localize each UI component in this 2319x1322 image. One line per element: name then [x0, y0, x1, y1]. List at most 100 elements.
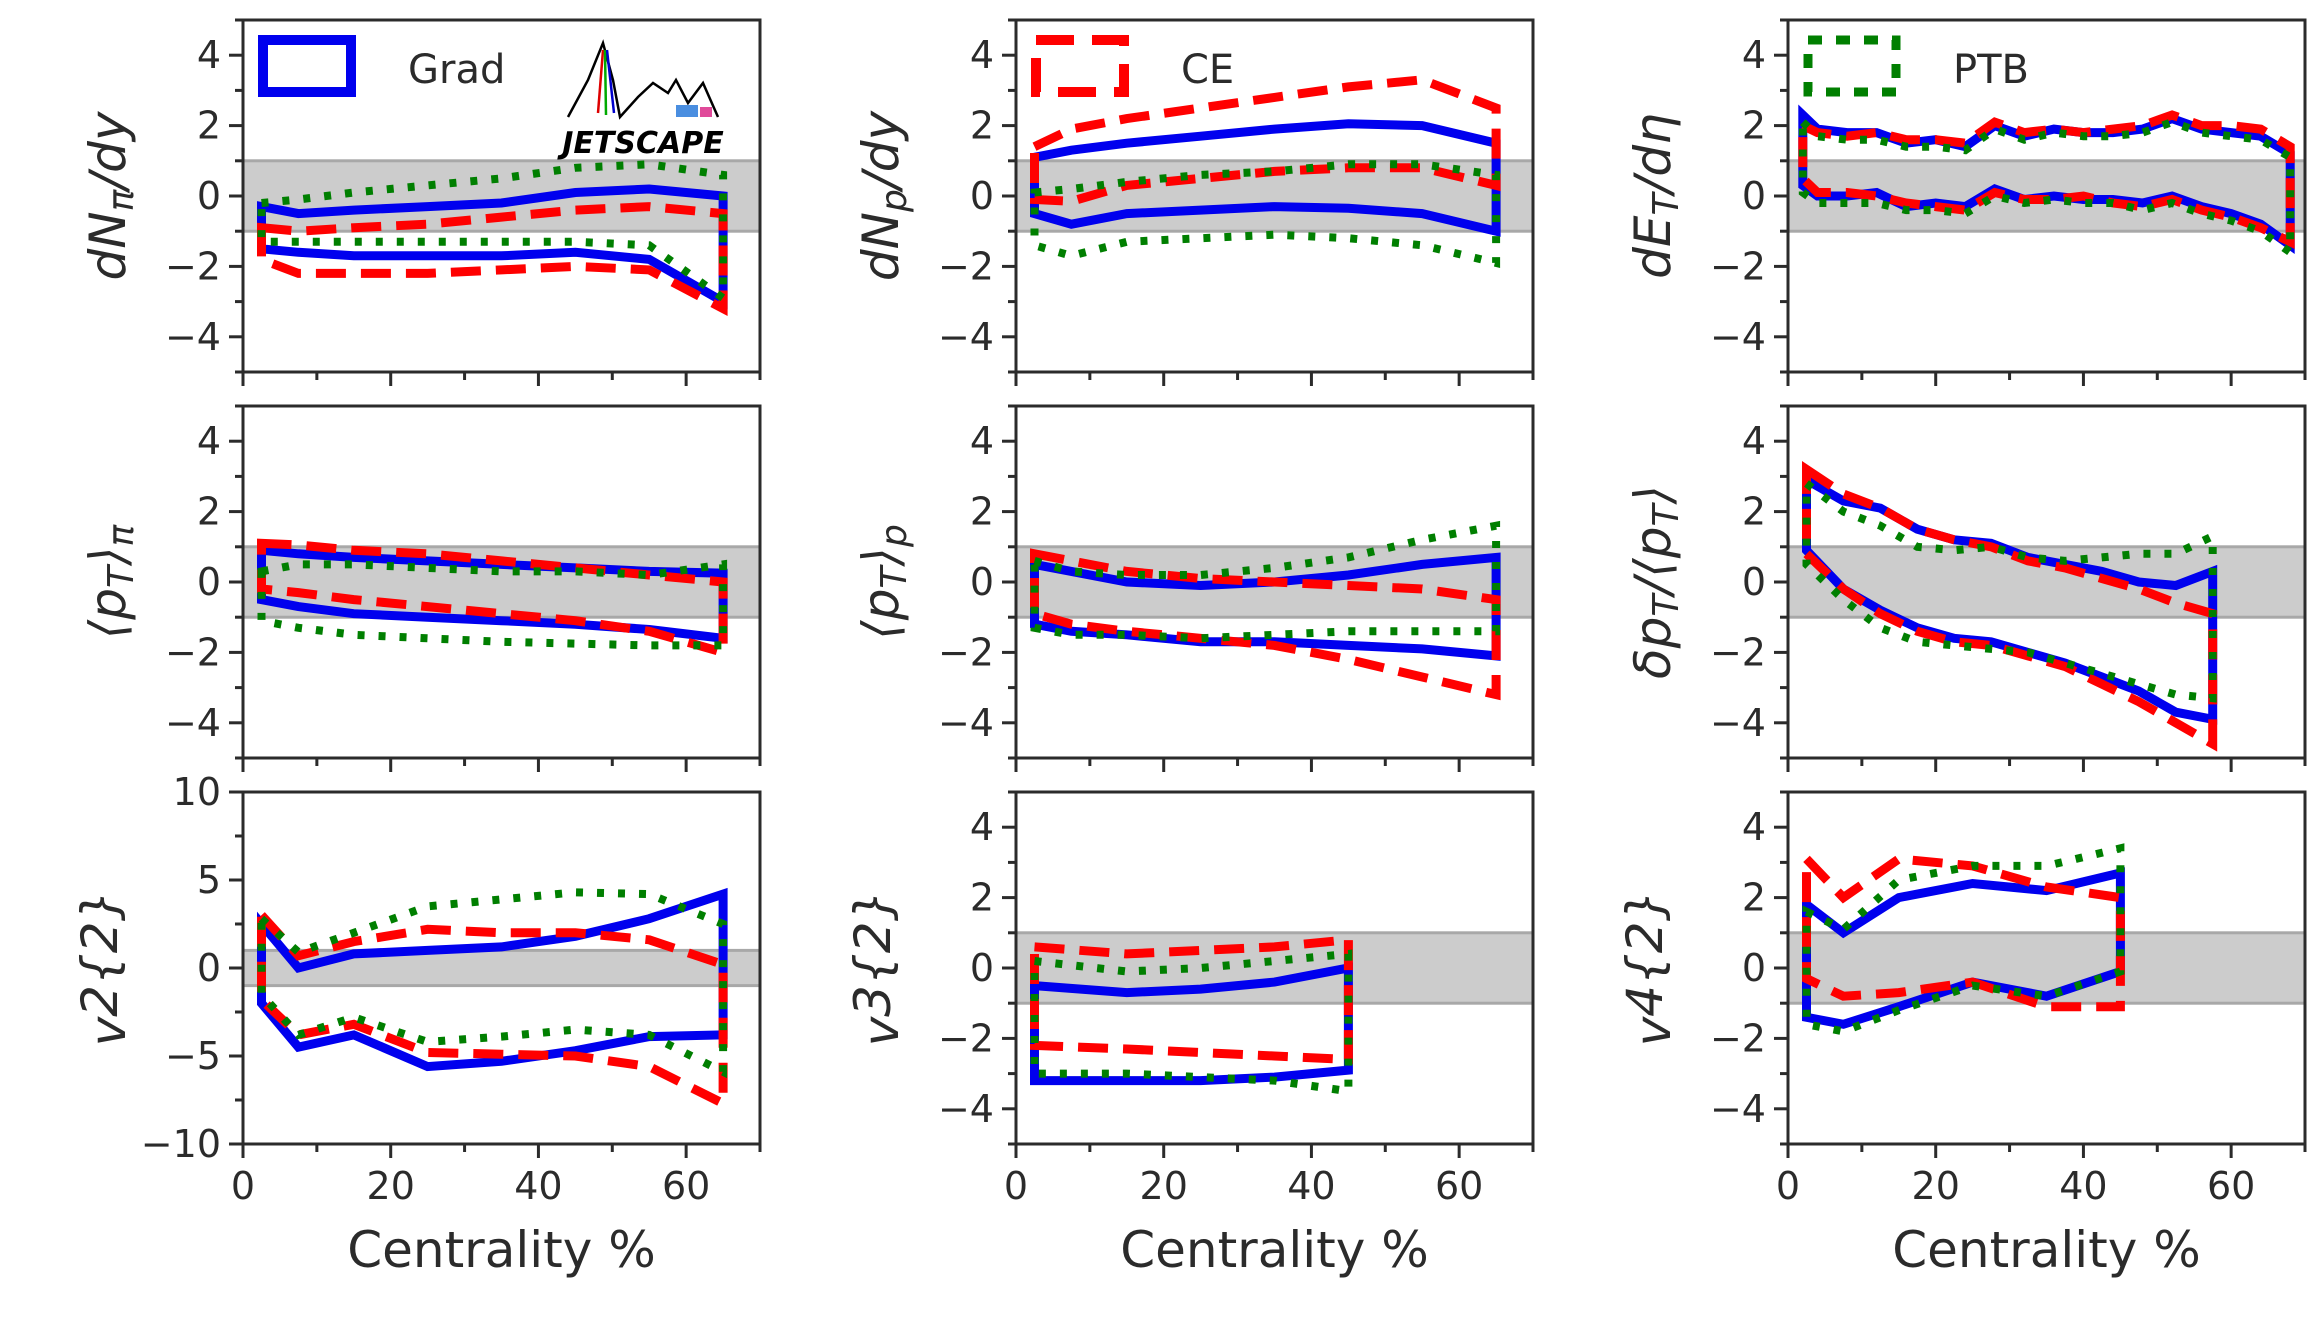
- y-tick-label: 2: [970, 104, 994, 148]
- series-ptb-band: [1802, 475, 2217, 703]
- panel-1: −4 −2 0 2 4 dNπ/dy Grad JETSCAPE: [79, 18, 762, 386]
- y-tick-label: 0: [970, 946, 994, 990]
- y-tick-label: −2: [165, 244, 221, 288]
- y-tick-label: −2: [938, 244, 994, 288]
- y-tick-label: −4: [165, 315, 221, 359]
- legend-swatch-ptb: [1803, 35, 1901, 97]
- x-tick-label: 40: [1287, 1164, 1335, 1208]
- series-ce-band: [1802, 460, 2218, 752]
- series-ptb-band: [1030, 160, 1501, 268]
- series-grad-band: [1030, 962, 1353, 1086]
- y-tick-label: 2: [970, 876, 994, 920]
- y-axis-title-part: T: [1646, 592, 1687, 617]
- y-tick-label: 0: [1742, 946, 1766, 990]
- logo-red-jet: [596, 49, 605, 114]
- y-tick-label: 0: [970, 560, 994, 604]
- y-tick-label: 5: [197, 858, 221, 902]
- logo-pink-block: [700, 107, 712, 117]
- y-axis-title-part: /dy: [852, 110, 910, 194]
- x-tick-label: 0: [231, 1164, 255, 1208]
- legend-swatch-grad: [258, 35, 356, 97]
- series-grad-band: [1030, 119, 1501, 237]
- y-axis-title-part: ⟩: [79, 546, 137, 567]
- y-tick-label: 0: [197, 560, 221, 604]
- x-tick-label: 0: [1004, 1164, 1028, 1208]
- y-tick-label: −4: [1710, 315, 1766, 359]
- y-axis-title-part: T: [874, 564, 915, 589]
- y-tick-label: 4: [197, 419, 221, 463]
- y-tick-label: 0: [970, 174, 994, 218]
- y-axis-title-part: p: [874, 189, 915, 213]
- y-axis-title-part: dN: [79, 211, 137, 280]
- series-ptb-band: [257, 160, 728, 306]
- y-axis-title-part: v: [79, 1015, 137, 1046]
- y-tick-label: 2: [197, 490, 221, 534]
- y-tick-label: 10: [173, 770, 221, 814]
- series-group: [1802, 460, 2218, 752]
- y-axis-title-part: T: [1646, 502, 1687, 527]
- series-group: [1030, 934, 1353, 1096]
- y-axis-title: δpT/⟨pT⟩: [1624, 485, 1687, 679]
- x-tick-label: 20: [1912, 1164, 1960, 1208]
- y-tick-label: 2: [1742, 876, 1766, 920]
- legend-swatch-ce: [1031, 35, 1129, 97]
- y-tick-label: −4: [938, 1087, 994, 1131]
- series-ce-band: [257, 538, 728, 659]
- logo-blue-block: [676, 105, 698, 117]
- y-tick-label: 4: [1742, 805, 1766, 849]
- jetscape-logo: JETSCAPE: [557, 39, 724, 161]
- y-axis-title-part: ⟩: [1624, 485, 1682, 506]
- y-tick-label: −4: [1710, 701, 1766, 745]
- series-ptb-band: [1798, 112, 2295, 261]
- y-tick-label: −4: [1710, 1087, 1766, 1131]
- x-tick-label: 60: [662, 1164, 710, 1208]
- legend-label-ptb: PTB: [1953, 47, 2029, 93]
- series-ce-band: [1030, 75, 1501, 206]
- y-tick-label: 0: [1742, 560, 1766, 604]
- y-axis-title-part: dN: [852, 212, 910, 281]
- y-tick-label: −5: [165, 1034, 221, 1078]
- series-group: [1802, 843, 2125, 1036]
- y-tick-label: 4: [1742, 419, 1766, 463]
- y-tick-label: −4: [165, 701, 221, 745]
- y-axis-title-part: dE: [1624, 215, 1682, 279]
- y-tick-label: 2: [970, 490, 994, 534]
- series-group: [257, 887, 728, 1111]
- logo-blue-jet: [605, 49, 616, 114]
- series-ce-band: [257, 903, 728, 1111]
- y-axis-title: v3{2}: [844, 890, 910, 1047]
- y-axis-title-part: /dy: [79, 110, 137, 194]
- series-ptb-band: [1030, 520, 1501, 643]
- y-tick-label: −2: [1710, 1016, 1766, 1060]
- x-axis-title: Centrality %: [1892, 1221, 2201, 1279]
- series-group: [257, 538, 728, 659]
- y-axis-title-part: ⟩: [852, 547, 910, 568]
- y-axis-title-part: 2{2}: [71, 890, 129, 1017]
- y-axis-title: ⟨pT⟩π: [79, 523, 142, 639]
- y-tick-label: −2: [1710, 630, 1766, 674]
- series-group: [1030, 520, 1501, 701]
- y-tick-label: −2: [1710, 244, 1766, 288]
- y-axis-title-part: 4{2}: [1616, 890, 1674, 1017]
- logo-green-jet: [603, 49, 608, 116]
- legend-label-ce: CE: [1181, 47, 1234, 93]
- x-tick-label: 40: [2059, 1164, 2107, 1208]
- logo-peaks: [566, 39, 720, 120]
- y-tick-label: 4: [970, 805, 994, 849]
- y-tick-label: 4: [1742, 33, 1766, 77]
- x-tick-label: 60: [1435, 1164, 1483, 1208]
- y-tick-label: −2: [165, 630, 221, 674]
- series-ptb-band: [1802, 843, 2125, 1036]
- y-axis-title-part: δp: [1624, 617, 1682, 679]
- y-axis-title: v4{2}: [1616, 890, 1682, 1047]
- series-group: [257, 160, 728, 317]
- y-tick-label: 2: [1742, 104, 1766, 148]
- series-ce-band: [1030, 548, 1501, 701]
- y-axis-title-part: p: [874, 524, 915, 548]
- y-tick-label: −4: [938, 701, 994, 745]
- series-group: [1798, 104, 2295, 261]
